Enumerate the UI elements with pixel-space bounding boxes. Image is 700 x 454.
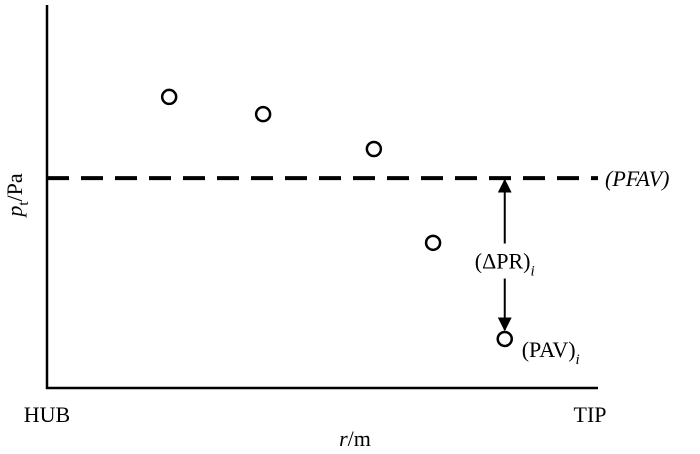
point-label: (PAV)i — [522, 337, 580, 368]
point — [160, 88, 178, 106]
difference-subscript: i — [531, 264, 535, 280]
point — [254, 105, 272, 123]
difference-label: (ΔPR)i — [475, 249, 535, 280]
x-tick-label: TIP — [574, 402, 607, 427]
x-label-unit: /m — [348, 426, 371, 451]
point-label-text: (PAV) — [522, 337, 576, 362]
y-label-subscript: t — [16, 201, 32, 206]
y-axis-label: pt/Pa — [2, 173, 32, 219]
x-axis-label: r/m — [339, 426, 371, 451]
point — [496, 330, 513, 348]
y-label-unit: /Pa — [2, 173, 27, 201]
difference-text: (ΔPR) — [475, 249, 531, 274]
reference-label: (PFAV) — [605, 166, 669, 191]
point — [365, 140, 383, 158]
point — [424, 234, 442, 252]
x-label-symbol: r — [339, 426, 348, 451]
y-label-symbol: p — [2, 206, 27, 219]
x-tick-label: HUB — [24, 402, 70, 427]
point-label-subscript: i — [576, 352, 580, 368]
